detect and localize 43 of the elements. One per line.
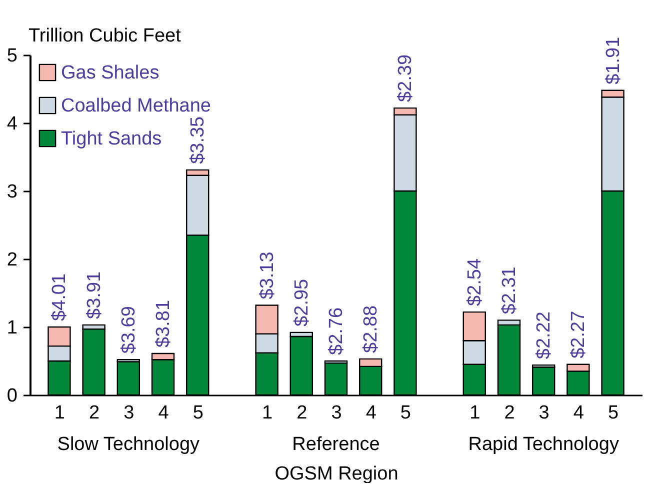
annotation: $3.35 xyxy=(188,116,209,164)
annotation: $2.76 xyxy=(326,307,347,355)
annotation: $2.88 xyxy=(360,305,382,353)
x-tick-label: 3 xyxy=(124,402,134,424)
annotation: $2.39 xyxy=(395,54,416,102)
legend-label: Coalbed Methane xyxy=(61,96,211,116)
y-tick-label: 3 xyxy=(6,182,18,202)
x-tick-label: 5 xyxy=(608,402,619,424)
annotation: $2.95 xyxy=(291,278,312,326)
annotation: $3.13 xyxy=(256,252,278,300)
y-tick-label: 1 xyxy=(6,318,18,338)
annotation: $2.54 xyxy=(464,258,486,306)
annotation: $3.81 xyxy=(153,300,174,348)
x-tick-label: 1 xyxy=(470,402,480,424)
x-tick-label: 4 xyxy=(366,402,377,424)
x-tick-label: 2 xyxy=(296,402,308,424)
text: Slow Technology xyxy=(57,434,200,455)
x-tick-label: 2 xyxy=(89,402,100,424)
annotation: $1.91 xyxy=(602,36,624,84)
x-tick-label: 4 xyxy=(158,402,170,424)
x-tick-label: 1 xyxy=(262,402,273,424)
y-tick-label: 0 xyxy=(6,386,18,406)
annotation: $2.27 xyxy=(568,310,590,358)
legend-label: Tight Sands xyxy=(61,128,162,150)
annotation: $2.31 xyxy=(498,266,520,314)
x-tick-label: 2 xyxy=(504,402,515,424)
annotation: $3.91 xyxy=(84,271,105,319)
annotation: $2.22 xyxy=(534,312,555,360)
x-tick-label: 3 xyxy=(538,402,550,424)
y-tick-label: 2 xyxy=(6,250,18,270)
y-tick-label: 5 xyxy=(6,46,18,66)
annotation: $4.01 xyxy=(49,273,70,321)
x-tick-label: 4 xyxy=(573,402,584,424)
text: Rapid Technology xyxy=(468,434,620,455)
y-tick-label: 4 xyxy=(6,114,18,134)
x-tick-label: 1 xyxy=(54,402,66,424)
annotation: $3.69 xyxy=(118,306,140,354)
x-tick-label: 5 xyxy=(192,402,204,424)
x-tick-label: 3 xyxy=(331,402,342,424)
x-tick-label: 5 xyxy=(400,402,411,424)
y-axis-title: Trillion Cubic Feet xyxy=(28,26,182,46)
text: Reference xyxy=(292,434,380,455)
legend-label: Gas Shales xyxy=(61,62,160,84)
